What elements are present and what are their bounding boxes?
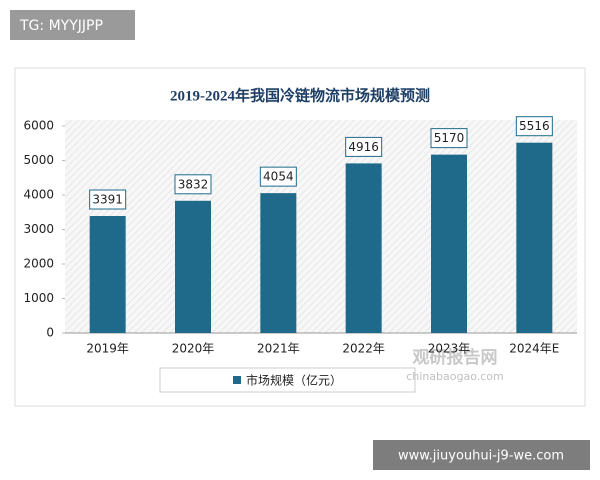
value-label-box <box>89 189 127 210</box>
value-label: 3391 <box>92 193 123 207</box>
value-label-box <box>345 136 383 157</box>
overlay-text: www.jiuyouhui-j9-we.com <box>398 449 564 464</box>
value-label: 4054 <box>263 170 294 184</box>
y-tick-label: 2000 <box>23 257 54 271</box>
overlay-box <box>373 440 590 470</box>
x-tick-label: 2019年 <box>86 342 129 356</box>
watermark-site: chinabaogao.com <box>406 370 504 383</box>
plot-background <box>65 120 577 333</box>
legend <box>159 367 416 393</box>
x-tick-label: 2022年 <box>342 342 385 356</box>
y-tick-label: 6000 <box>23 119 54 133</box>
x-tick-label: 2020年 <box>172 342 215 356</box>
y-tick-label: 1000 <box>23 291 54 305</box>
bar <box>89 216 126 333</box>
value-label: 3832 <box>178 177 209 191</box>
bar <box>175 200 211 333</box>
y-tick-label: 4000 <box>23 188 54 202</box>
y-tick-label: 5000 <box>23 153 54 167</box>
value-label-box <box>515 116 553 137</box>
overlay-text: TG: MYYJJPP <box>19 18 103 34</box>
bar <box>260 193 297 333</box>
x-tick-label: 2024年E <box>509 342 559 356</box>
value-label: 5516 <box>519 119 550 133</box>
value-label-box <box>174 174 212 195</box>
y-tick-label: 3000 <box>23 222 54 236</box>
legend-label: 市场规模（亿元） <box>246 373 342 388</box>
value-label: 4916 <box>348 140 379 154</box>
value-label-box <box>430 128 468 149</box>
y-tick-label: 0 <box>46 326 54 340</box>
legend-swatch <box>233 376 241 384</box>
bar <box>516 142 553 333</box>
x-tick-label: 2021年 <box>257 342 300 356</box>
value-label-box <box>259 166 297 187</box>
overlay-box <box>10 10 135 40</box>
bar <box>345 163 382 333</box>
chart-title: 2019-2024年我国冷链物流市场规模预测 <box>170 86 430 104</box>
watermark-name: 观研报告网 <box>412 347 498 368</box>
x-tick-label: 2023年 <box>428 342 471 356</box>
bar <box>431 154 467 333</box>
value-label: 5170 <box>434 131 465 145</box>
